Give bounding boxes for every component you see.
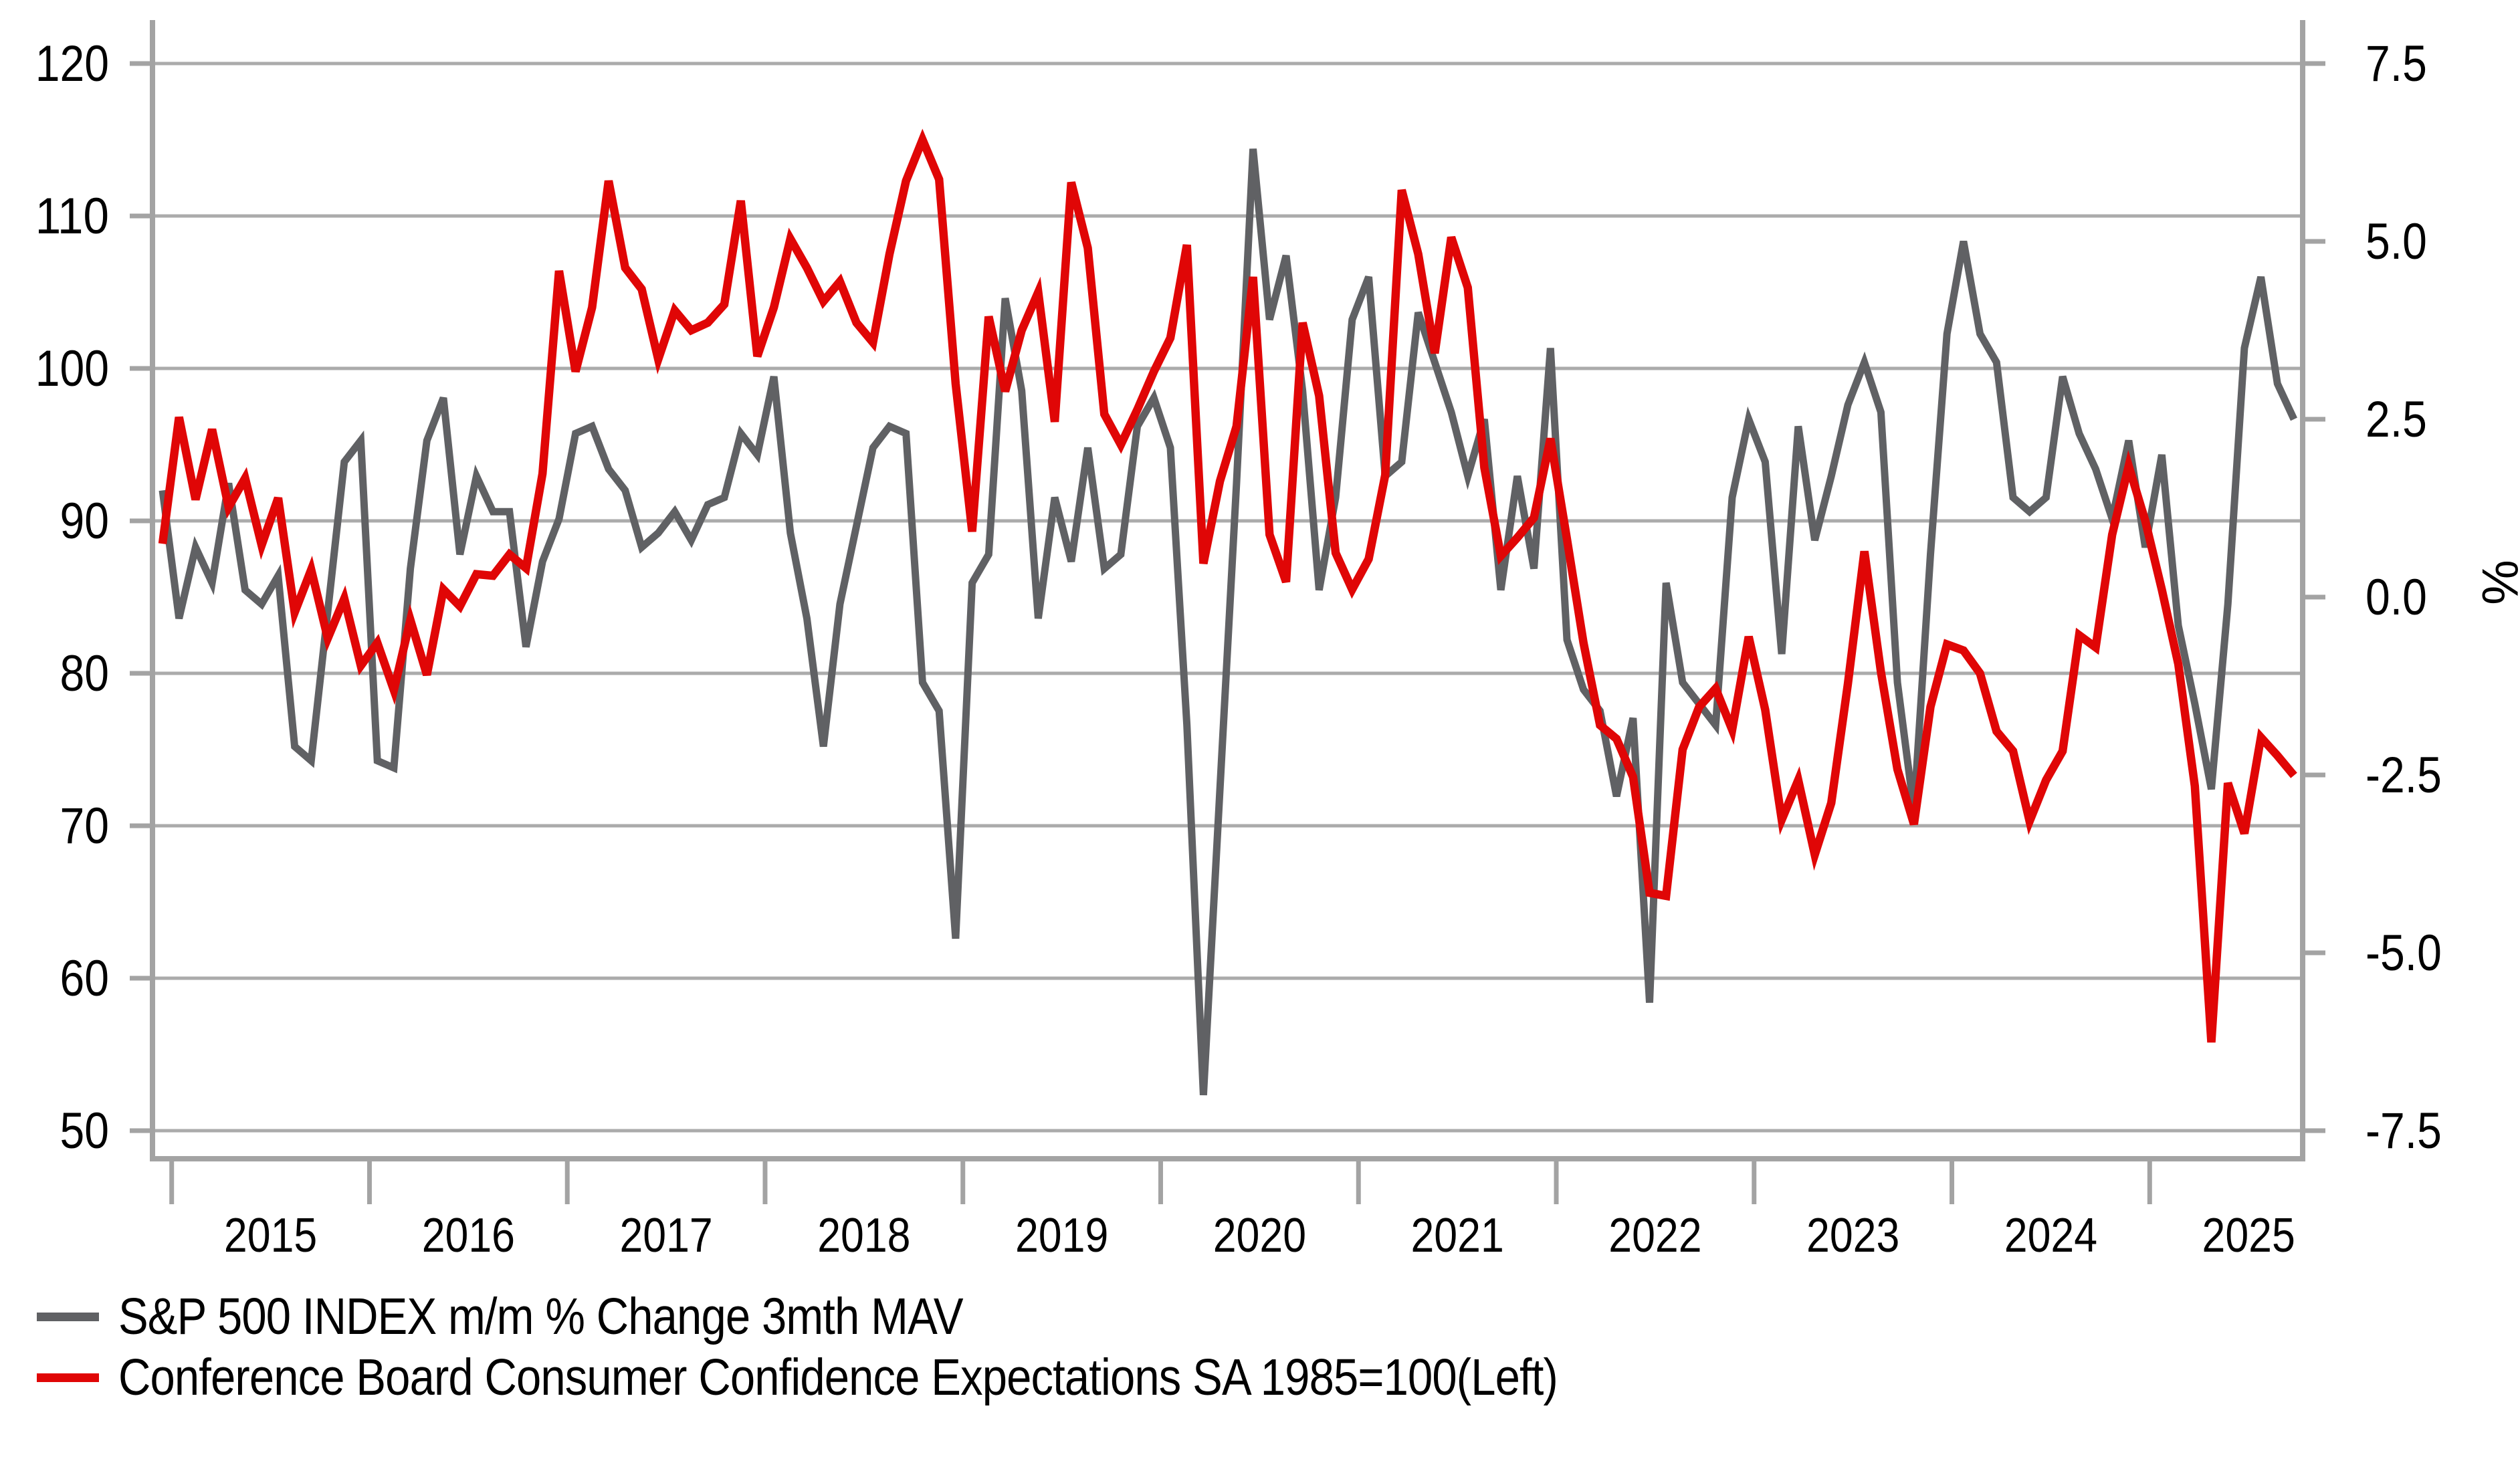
left-axis-tick-label: 110 <box>35 188 109 245</box>
x-axis-year-label: 2024 <box>2004 1209 2097 1262</box>
legend-item-sp500: S&P 500 INDEX m/m % Change 3mth MAV <box>37 1286 1772 1347</box>
right-axis-tick-label: -2.5 <box>2366 747 2442 804</box>
x-axis-year-label: 2020 <box>1213 1209 1306 1262</box>
right-axis-tick-label: 0.0 <box>2366 569 2427 626</box>
left-axis-tick-label: 80 <box>60 645 110 702</box>
right-axis-tick-label: 5.0 <box>2366 213 2427 270</box>
legend-label-sp500: S&P 500 INDEX m/m % Change 3mth MAV <box>118 1288 964 1345</box>
left-axis-tick-label: 100 <box>35 340 109 397</box>
right-axis-tick-label: 2.5 <box>2366 391 2427 448</box>
x-axis-year-label: 2015 <box>224 1209 317 1262</box>
x-axis-year-label: 2021 <box>1410 1209 1503 1262</box>
left-axis-tick-label: 60 <box>60 950 110 1007</box>
x-axis-year-label: 2025 <box>2202 1209 2295 1262</box>
confidence-line-swatch-icon <box>37 1373 99 1382</box>
sp500-series-line <box>159 148 2297 1096</box>
legend-item-confidence: Conference Board Consumer Confidence Exp… <box>37 1347 1772 1408</box>
right-axis-tick-label: -5.0 <box>2366 925 2442 982</box>
sp500-line-swatch-icon <box>37 1313 99 1321</box>
right-axis-tick-label: -7.5 <box>2366 1103 2442 1159</box>
x-axis-year-label: 2023 <box>1806 1209 1899 1262</box>
left-axis-tick-label: 50 <box>60 1103 110 1159</box>
x-axis-year-label: 2019 <box>1015 1209 1108 1262</box>
right-axis-tick-label: 7.5 <box>2366 35 2427 92</box>
left-axis-tick-label: 90 <box>60 493 110 550</box>
x-axis-year-label: 2022 <box>1608 1209 1701 1262</box>
left-axis-tick-label: 70 <box>60 798 110 855</box>
x-axis-year-label: 2016 <box>422 1209 515 1262</box>
confidence-series-line <box>158 128 2297 1043</box>
chart-legend: S&P 500 INDEX m/m % Change 3mth MAV Conf… <box>37 1286 1772 1408</box>
left-axis-tick-label: 120 <box>35 35 109 92</box>
legend-label-confidence: Conference Board Consumer Confidence Exp… <box>118 1349 1558 1406</box>
percent-axis-unit-label: % <box>2471 560 2520 605</box>
x-axis-year-label: 2017 <box>619 1209 712 1262</box>
x-axis-year-label: 2018 <box>817 1209 910 1262</box>
